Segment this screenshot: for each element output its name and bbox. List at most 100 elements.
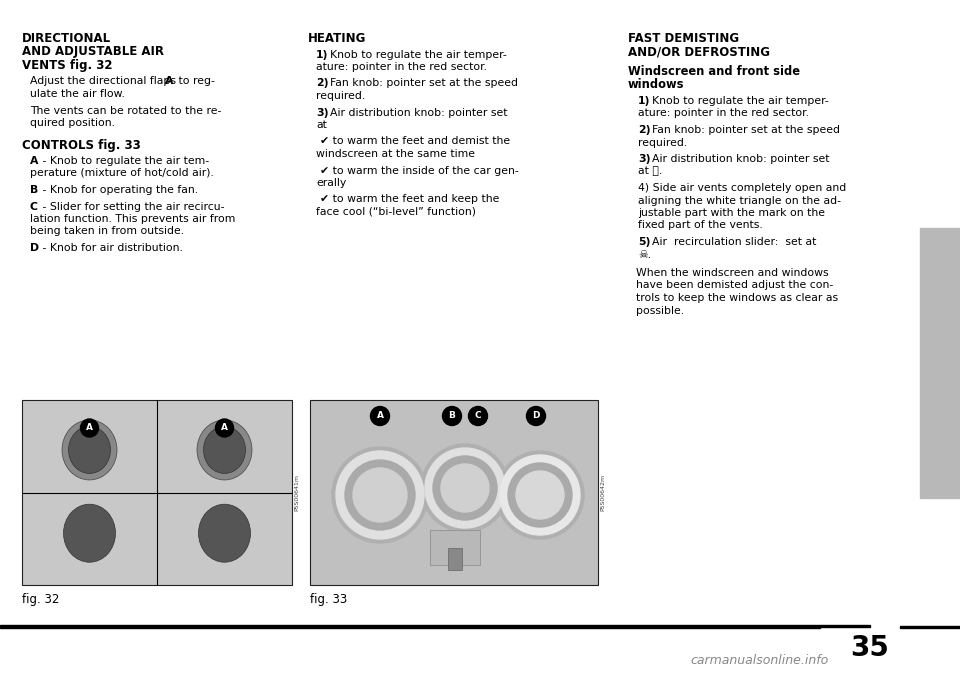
Circle shape [336,451,424,539]
Text: A: A [30,156,38,166]
Circle shape [516,471,564,519]
Circle shape [441,464,489,512]
Text: A: A [221,423,228,433]
Circle shape [421,444,509,532]
Text: D: D [532,412,540,420]
Ellipse shape [199,504,251,562]
Text: windows: windows [628,78,684,91]
Text: perature (mixture of hot/cold air).: perature (mixture of hot/cold air). [30,168,214,178]
Text: have been demisted adjust the con-: have been demisted adjust the con- [636,281,833,291]
Text: P5S00641m: P5S00641m [294,474,299,511]
Text: Fan knob: pointer set at the speed: Fan knob: pointer set at the speed [330,78,518,89]
Bar [448,548,462,570]
Ellipse shape [68,427,110,473]
Ellipse shape [204,427,246,473]
Text: Windscreen and front side: Windscreen and front side [628,65,800,78]
Text: - Knob for air distribution.: - Knob for air distribution. [39,243,182,253]
Text: justable part with the mark on the: justable part with the mark on the [638,208,825,218]
Text: carmanualsonline.info: carmanualsonline.info [691,654,829,667]
Text: DIRECTIONAL: DIRECTIONAL [22,32,111,45]
Text: AND/OR DEFROSTING: AND/OR DEFROSTING [628,45,770,59]
Text: being taken in from outside.: being taken in from outside. [30,226,184,237]
Text: D: D [30,243,39,253]
Text: AND ADJUSTABLE AIR: AND ADJUSTABLE AIR [22,45,164,59]
Bar [920,228,960,498]
Circle shape [526,406,545,425]
Text: A: A [165,76,174,87]
Text: 3): 3) [316,107,328,118]
Text: ulate the air flow.: ulate the air flow. [30,89,125,99]
Circle shape [332,447,428,543]
Text: Knob to regulate the air temper-: Knob to regulate the air temper- [330,49,507,59]
Circle shape [215,419,233,437]
Text: CONTROLS fig. 33: CONTROLS fig. 33 [22,139,141,151]
Text: Air distribution knob: pointer set: Air distribution knob: pointer set [652,154,829,164]
Text: to reg-: to reg- [175,76,215,87]
Text: - Slider for setting the air recircu-: - Slider for setting the air recircu- [39,201,225,212]
Text: ature: pointer in the red sector.: ature: pointer in the red sector. [638,109,809,118]
Bar [900,626,960,627]
Text: at: at [316,120,326,130]
Text: ✔ to warm the feet and demist the: ✔ to warm the feet and demist the [320,137,510,147]
Text: ☠.: ☠. [638,249,651,260]
Bar [0,626,820,627]
Circle shape [468,406,488,425]
Text: required.: required. [316,91,365,101]
Text: B: B [448,412,455,420]
Bar [430,530,480,565]
Text: 1): 1) [316,49,328,59]
Circle shape [496,451,584,539]
Text: Knob to regulate the air temper-: Knob to regulate the air temper- [652,96,828,106]
Text: 4) Side air vents completely open and: 4) Side air vents completely open and [638,183,847,193]
Circle shape [371,406,390,425]
Text: ✔ to warm the feet and keep the: ✔ to warm the feet and keep the [320,195,499,205]
Bar [22,400,292,585]
Text: ✔ to warm the inside of the car gen-: ✔ to warm the inside of the car gen- [320,166,518,176]
Text: aligning the white triangle on the ad-: aligning the white triangle on the ad- [638,195,841,206]
Circle shape [353,468,407,522]
Text: required.: required. [638,137,687,147]
Text: P5S00642m: P5S00642m [600,474,605,511]
Text: lation function. This prevents air from: lation function. This prevents air from [30,214,235,224]
Text: 3): 3) [638,154,651,164]
Text: Adjust the directional flaps: Adjust the directional flaps [30,76,180,87]
Text: at ⦿.: at ⦿. [638,166,662,176]
Circle shape [443,406,462,425]
Text: Air distribution knob: pointer set: Air distribution knob: pointer set [330,107,508,118]
Text: When the windscreen and windows: When the windscreen and windows [636,268,828,278]
Text: Fan knob: pointer set at the speed: Fan knob: pointer set at the speed [652,125,840,135]
Ellipse shape [197,420,252,480]
Text: C: C [474,412,481,420]
Text: fixed part of the vents.: fixed part of the vents. [638,220,763,231]
Circle shape [345,460,415,530]
Text: HEATING: HEATING [308,32,367,45]
Text: fig. 33: fig. 33 [310,593,348,606]
Text: windscreen at the same time: windscreen at the same time [316,149,475,159]
Text: A: A [376,412,383,420]
Text: C: C [30,201,38,212]
Text: erally: erally [316,178,347,188]
Text: ature: pointer in the red sector.: ature: pointer in the red sector. [316,62,487,72]
Text: FAST DEMISTING: FAST DEMISTING [628,32,739,45]
Text: 2): 2) [638,125,651,135]
Text: - Knob to regulate the air tem-: - Knob to regulate the air tem- [39,156,209,166]
Text: possible.: possible. [636,306,684,316]
Text: 5): 5) [638,237,650,247]
Circle shape [500,455,580,535]
Text: The vents can be rotated to the re-: The vents can be rotated to the re- [30,105,222,116]
Text: 1): 1) [638,96,650,106]
Text: VENTS fig. 32: VENTS fig. 32 [22,59,112,72]
Text: fig. 32: fig. 32 [22,593,60,606]
Text: Air  recirculation slider:  set at: Air recirculation slider: set at [652,237,816,247]
Text: 35: 35 [851,634,889,662]
Text: - Knob for operating the fan.: - Knob for operating the fan. [39,185,198,195]
Circle shape [425,448,505,528]
Circle shape [433,456,497,520]
Circle shape [508,463,572,527]
Text: 2): 2) [316,78,328,89]
Bar [0,625,870,627]
Bar [310,400,598,585]
Circle shape [81,419,99,437]
Text: trols to keep the windows as clear as: trols to keep the windows as clear as [636,293,838,303]
Ellipse shape [62,420,117,480]
